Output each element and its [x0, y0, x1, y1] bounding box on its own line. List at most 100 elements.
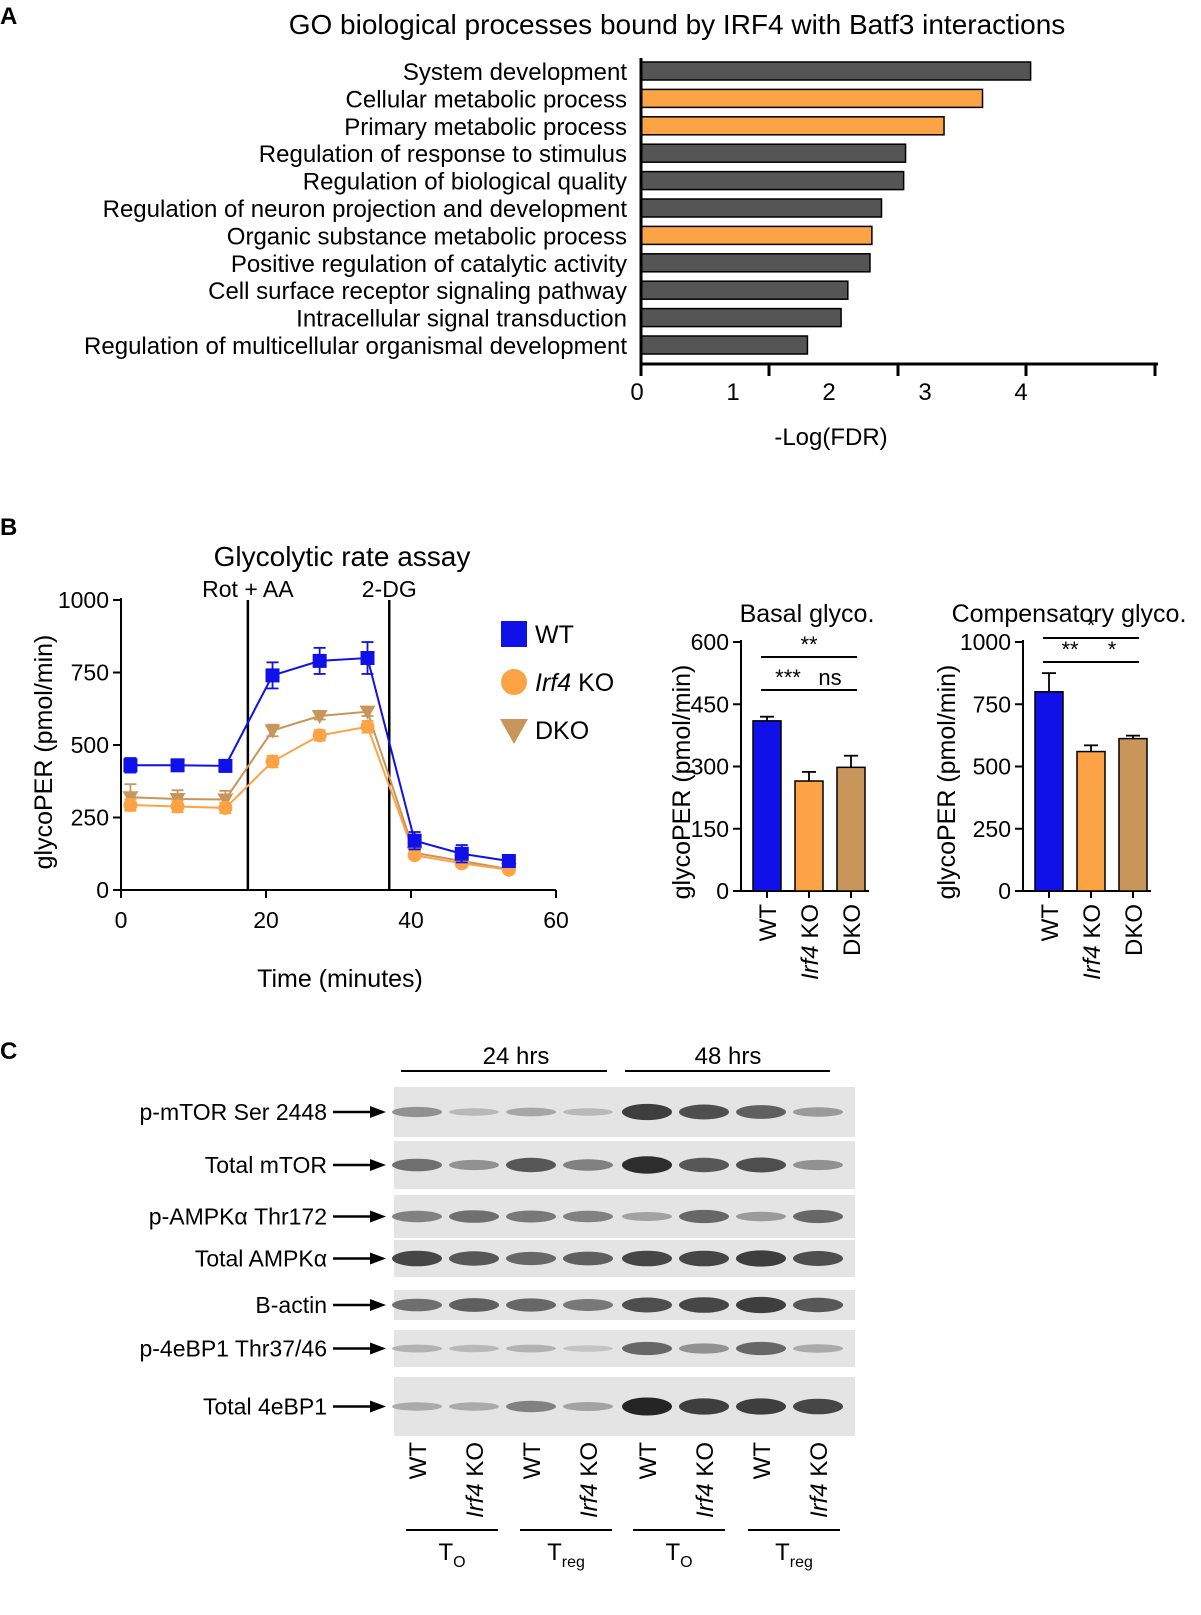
- blot-band: [736, 1341, 786, 1356]
- legend-label: DKO: [535, 717, 589, 745]
- go-category-label: System development: [403, 59, 627, 86]
- basal-y-axis-label: glycoPER (pmol/min): [668, 665, 696, 900]
- blot-band: [392, 1158, 442, 1172]
- blot-row-label: Total mTOR: [205, 1152, 327, 1178]
- blot-band: [622, 1103, 672, 1121]
- data-point: [360, 651, 375, 665]
- bar: [1118, 737, 1148, 892]
- blot-band: [793, 1297, 843, 1313]
- blot-band: [622, 1212, 672, 1221]
- go-category-label: Cell surface receptor signaling pathway: [208, 278, 627, 305]
- data-point: [170, 758, 185, 773]
- lane-label: Irf4 KO: [462, 1442, 489, 1518]
- go-bar: [640, 88, 984, 109]
- blot-arrow-head: [370, 1159, 386, 1171]
- blot-band: [449, 1402, 499, 1411]
- go-x-tick-label: 4: [1014, 379, 1027, 406]
- basal-bar-chart: Basal glyco. glycoPER (pmol/min) 0 150 300…: [668, 600, 874, 980]
- bar: [794, 780, 824, 892]
- bar-y-tick-label: 300: [691, 754, 729, 780]
- blot-band: [563, 1402, 613, 1411]
- data-point: [312, 653, 327, 668]
- blot-band: [506, 1251, 556, 1266]
- blot-band: [679, 1209, 729, 1224]
- blot-arrow-head: [370, 1342, 386, 1355]
- bar: [752, 720, 782, 892]
- blot-band: [563, 1299, 613, 1311]
- go-bar: [640, 61, 1032, 81]
- data-point: [359, 705, 376, 720]
- blot-row-label: Total AMPKα: [195, 1246, 327, 1272]
- bar-category-label: Irf4 KO: [1079, 904, 1106, 980]
- blot-band: [506, 1210, 556, 1223]
- bar-y-tick-label: 0: [716, 878, 729, 904]
- group-label: TO: [438, 1539, 465, 1571]
- significance-label: ***: [775, 665, 801, 690]
- go-category-label: Regulation of multicellular organismal d…: [84, 333, 627, 360]
- go-x-tick-label: 2: [822, 379, 835, 406]
- lane-label: WT: [749, 1442, 776, 1480]
- bar: [1076, 750, 1106, 892]
- lane-label: Irf4 KO: [692, 1442, 719, 1518]
- go-bar: [640, 170, 905, 191]
- data-point: [265, 668, 280, 683]
- line-y-tick-label: 1000: [58, 587, 109, 613]
- data-point: [407, 848, 422, 863]
- go-category-label: Regulation of biological quality: [303, 169, 627, 196]
- bar: [836, 766, 866, 892]
- go-category-label: Organic substance metabolic process: [227, 223, 627, 250]
- blot-band: [506, 1400, 556, 1413]
- data-point: [218, 758, 233, 773]
- blot-band: [449, 1210, 499, 1223]
- blot-band: [736, 1105, 786, 1119]
- significance-label: **: [800, 632, 818, 657]
- bar-category-label: WT: [1037, 904, 1064, 942]
- blot-row-label: p-AMPKα Thr172: [149, 1204, 327, 1230]
- blot-band: [793, 1159, 843, 1171]
- data-point: [407, 833, 422, 848]
- bar-y-tick-label: 450: [691, 691, 729, 717]
- legend-label: WT: [535, 621, 574, 649]
- blot-band: [622, 1297, 672, 1313]
- blot-band: [679, 1104, 729, 1120]
- group-label: Treg: [775, 1539, 813, 1571]
- blot-row-label: B-actin: [255, 1292, 327, 1318]
- blot-band: [736, 1398, 786, 1415]
- data-point: [123, 798, 138, 813]
- data-point: [218, 800, 233, 815]
- blot-row-label: p-4eBP1 Thr37/46: [139, 1336, 327, 1362]
- group-label: Treg: [547, 1539, 585, 1571]
- go-x-tick-label: 0: [630, 379, 643, 406]
- compensatory-bar-chart: Compensatory glyco. glycoPER (pmol/min) …: [933, 600, 1186, 980]
- blot-arrow-head: [370, 1252, 386, 1265]
- lane-label: WT: [405, 1442, 432, 1480]
- injection-label: 2-DG: [362, 576, 417, 602]
- legend-marker: [501, 621, 527, 647]
- go-bar: [640, 225, 873, 246]
- blot-band: [563, 1108, 613, 1116]
- go-bar: [640, 335, 809, 355]
- blot-band: [793, 1398, 843, 1415]
- line-x-tick-label: 40: [398, 907, 424, 933]
- blot-band: [392, 1402, 442, 1411]
- bar-y-tick-label: 500: [973, 754, 1011, 780]
- line-y-tick-label: 0: [96, 877, 109, 903]
- blot-arrow-head: [370, 1299, 386, 1311]
- injection-label: Rot + AA: [202, 576, 294, 602]
- blot-band: [506, 1107, 556, 1117]
- line-y-tick-label: 250: [71, 805, 109, 831]
- blot-band: [679, 1157, 729, 1173]
- blot-band: [506, 1298, 556, 1312]
- blot-band: [736, 1296, 786, 1314]
- blot-band: [449, 1159, 499, 1171]
- blot-band: [622, 1397, 672, 1416]
- data-point: [170, 799, 185, 814]
- line-x-tick-label: 20: [253, 907, 279, 933]
- bar-y-tick-label: 1000: [960, 629, 1011, 655]
- blot-band: [449, 1108, 499, 1116]
- data-point: [360, 719, 375, 734]
- blot-band: [392, 1210, 442, 1223]
- go-bar: [640, 253, 871, 273]
- go-bar: [640, 116, 945, 136]
